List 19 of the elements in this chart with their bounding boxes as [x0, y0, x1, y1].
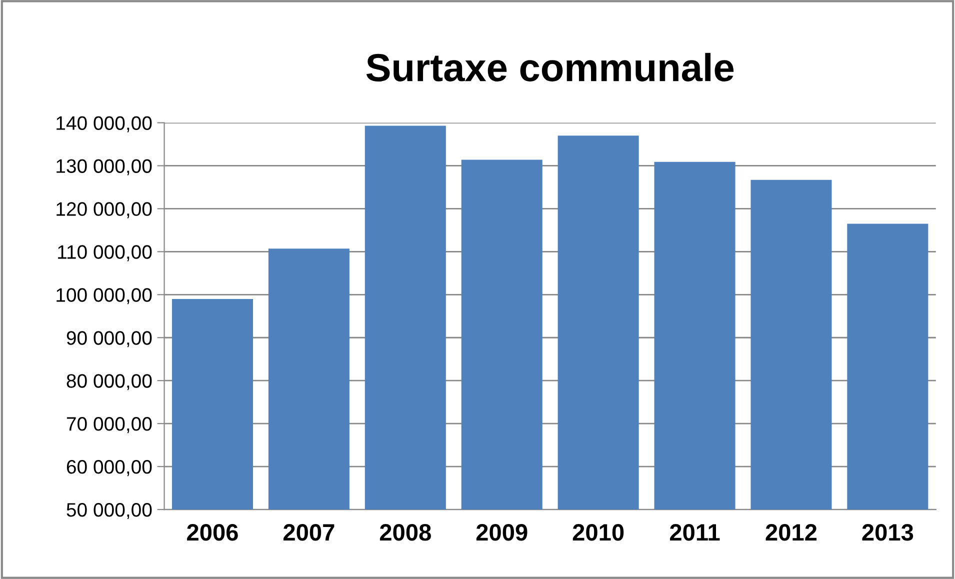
x-tick-label: 2009	[476, 524, 528, 541]
y-tick-label: 60 000,00	[66, 460, 152, 476]
y-tick-label: 70 000,00	[66, 417, 152, 434]
y-tick-label: 90 000,00	[66, 331, 152, 348]
x-tick-label: 2011	[670, 524, 720, 541]
x-tick-label: 2013	[862, 524, 914, 541]
y-tick-label: 130 000,00	[56, 159, 152, 176]
y-tick-label: 120 000,00	[56, 202, 152, 218]
x-tick-label: 2010	[572, 524, 624, 541]
y-tick-label: 50 000,00	[66, 502, 152, 520]
y-tick-label: 100 000,00	[56, 288, 152, 304]
x-tick-label: 2006	[187, 524, 238, 541]
x-tick-label: 2008	[380, 524, 431, 541]
y-tick-label: 110 000,00	[58, 245, 152, 262]
chart-title: Surtaxe communale	[366, 52, 734, 82]
y-tick-label: 140 000,00	[56, 116, 152, 132]
x-tick-label: 2007	[284, 524, 334, 541]
y-tick-label: 80 000,00	[66, 374, 152, 390]
x-tick-label: 2012	[766, 524, 817, 541]
